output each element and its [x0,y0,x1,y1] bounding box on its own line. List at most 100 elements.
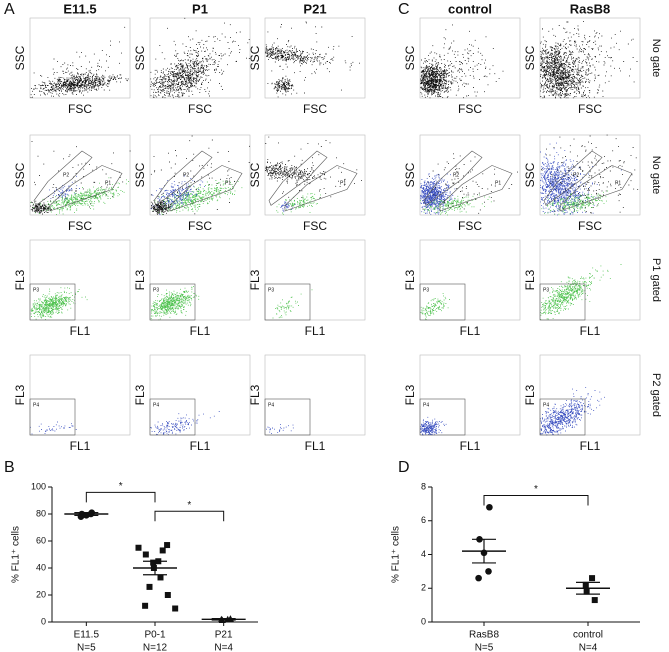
y-tick-label: 20 [36,589,46,599]
event-cloud [420,173,456,215]
event-cloud [540,264,622,321]
error-bar [211,618,236,621]
gate [543,150,603,206]
data-point [485,568,492,575]
x-axis-label: FL1 [70,324,91,338]
event-cloud [30,69,129,97]
data-point [159,547,166,554]
plot-frame [29,134,131,216]
gate [29,283,76,321]
plot-frame [264,134,366,216]
event-cloud [540,28,599,99]
event-cloud [265,158,362,191]
y-axis-label: FL3 [13,269,27,290]
plot-frame [149,134,251,216]
y-axis-label: SSC [248,45,262,70]
flow-plot: FSC SSC [403,17,521,116]
x-axis-label: FSC [458,219,482,233]
y-axis-label: SSC [403,45,417,70]
x-axis-label: FSC [303,102,327,116]
x-tick-label: P0-1 [144,630,166,641]
n-label: N=12 [143,643,168,652]
y-tick-label: 4 [421,549,426,559]
gate [539,283,586,321]
gate-label: P1 [105,180,111,186]
x-axis-label: FSC [188,102,212,116]
x-axis-label: FL1 [190,439,211,453]
panel-letter: C [398,1,410,18]
significance-bracket [154,510,225,522]
y-axis-label: FL3 [403,384,417,405]
flow-plot: P3 FL1 FL3 [403,239,521,338]
event-cloud [30,287,88,320]
y-axis-label: % FL1⁺ cells [391,526,402,583]
event-cloud [420,54,457,99]
event-cloud [420,293,450,321]
gate-label: P1 [615,180,621,186]
gate-label: P3 [268,287,274,293]
y-axis-label: SSC [133,162,147,187]
gate-label: P1 [340,180,346,186]
y-tick-label: 8 [421,481,426,491]
flow-plot: FSC SSC [133,17,251,116]
column-header: control [448,1,492,16]
flow-plot: P3 FL1 FL3 [523,239,641,338]
y-tick-label: 2 [421,583,426,593]
x-axis-label: FSC [188,219,212,233]
data-point [150,559,157,566]
plot-frame [539,239,641,321]
event-cloud [540,387,605,436]
x-axis-label: FL1 [305,324,326,338]
y-axis-label: FL3 [523,384,537,405]
x-axis-label: FL1 [305,439,326,453]
gate [149,283,196,321]
gate [264,398,311,436]
gate [559,165,633,212]
error-bar [576,581,600,595]
plot-frame [419,134,521,216]
data-point [135,544,142,551]
significance-label: * [187,500,191,511]
gate [268,150,328,206]
x-axis-label: FL1 [70,439,91,453]
gate [264,283,311,321]
event-cloud [420,416,447,436]
event-cloud [540,20,638,98]
gate [419,283,466,321]
gate-label: P3 [33,287,39,293]
event-cloud [541,134,639,214]
y-axis-label: FL3 [13,384,27,405]
plot-frame [264,17,366,99]
y-axis-label: SSC [523,45,537,70]
gate-label: P4 [423,402,429,408]
x-tick-label: RasB8 [469,630,499,641]
flow-plot: P2 P1 FSC SSC [523,134,641,233]
plot-frame [539,354,641,436]
flow-plot: P4 FL1 FL3 [133,354,251,453]
gate-label: P2 [453,172,459,178]
plot-frame [419,354,521,436]
x-axis-label: FL1 [580,439,601,453]
flow-plot: P4 FL1 FL3 [523,354,641,453]
gate [49,165,123,212]
plot-frame [419,17,521,99]
event-cloud [272,289,313,319]
panel-letter: B [4,459,15,476]
event-cloud [421,24,504,99]
error-bar [143,560,167,576]
y-axis-label: FL3 [248,269,262,290]
gate-label: P4 [153,402,159,408]
y-axis-label: FL3 [133,269,147,290]
gate-label: P2 [183,172,189,178]
flow-plot: FSC SSC [13,17,131,116]
x-tick-label: control [573,630,603,641]
error-bar [472,538,496,564]
data-point [164,592,171,598]
plot-frame [149,354,251,436]
event-cloud [541,190,608,215]
row-label: P1 gated [650,258,662,302]
x-axis-label: FSC [303,219,327,233]
gate-label: P4 [33,402,39,408]
data-point [157,574,164,581]
data-point [475,574,482,582]
